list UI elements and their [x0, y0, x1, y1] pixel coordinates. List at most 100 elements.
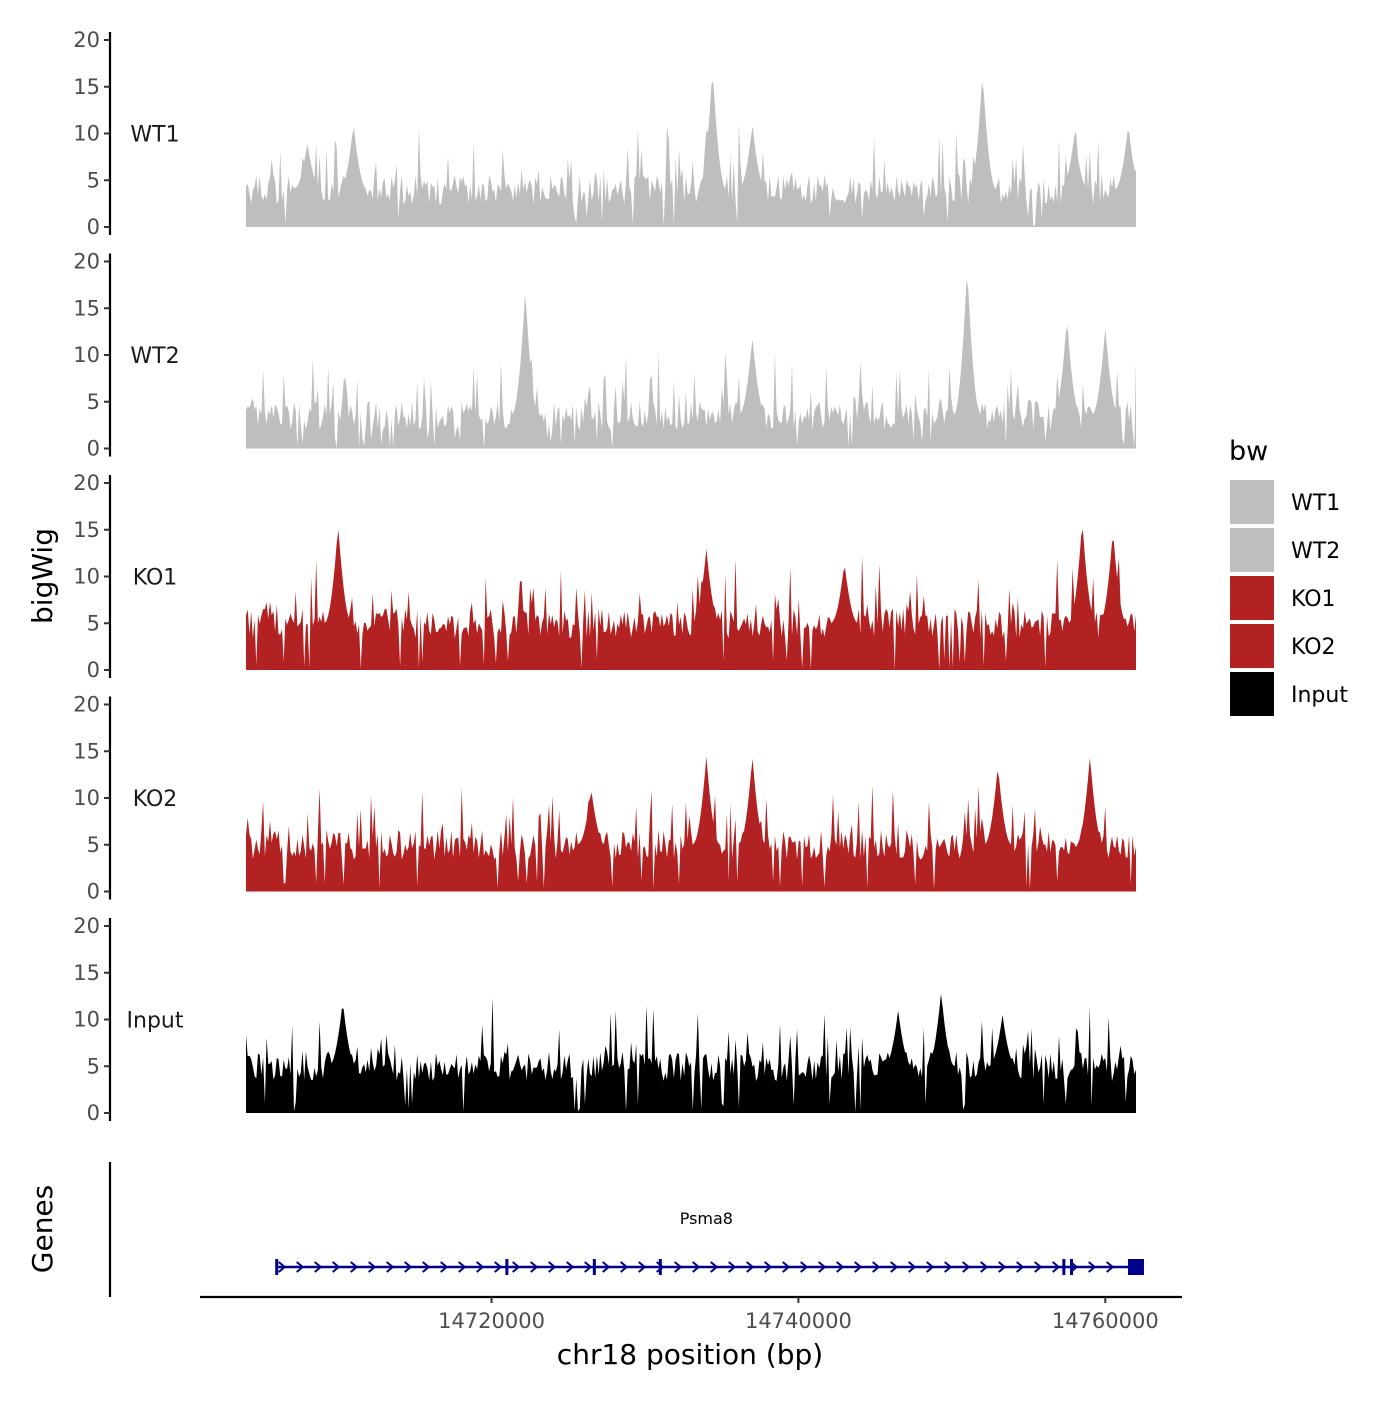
strand-arrow — [1052, 1261, 1061, 1273]
strand-arrow — [422, 1261, 431, 1273]
y-tick-label: 15 — [73, 518, 100, 542]
y-tick-label: 0 — [87, 215, 100, 239]
y-tick-label: 5 — [87, 1054, 100, 1078]
y-axis-title-genes: Genes — [26, 1185, 59, 1273]
strand-arrow — [998, 1261, 1007, 1273]
track-ko1: 0 5 10 15 20 KO1 — [73, 471, 1136, 682]
strand-arrow — [782, 1261, 791, 1273]
strand-arrow — [368, 1261, 377, 1273]
strand-arrow — [746, 1261, 755, 1273]
track-wt1: 0 5 10 15 20 WT1 — [73, 28, 1136, 239]
legend-label-wt1: WT1 — [1291, 491, 1340, 516]
gene-label: Psma8 — [680, 1209, 733, 1228]
legend-label-wt2: WT2 — [1291, 539, 1340, 564]
strand-arrow — [476, 1261, 485, 1273]
strand-arrow — [494, 1261, 503, 1273]
x-tick-label: 14720000 — [438, 1309, 545, 1333]
legend-swatch-wt2 — [1230, 528, 1274, 572]
track-input: 0 5 10 15 20 Input — [73, 914, 1136, 1125]
strand-arrow — [872, 1261, 881, 1273]
y-tick-label: 0 — [87, 437, 100, 461]
coverage-area-wt2 — [246, 279, 1136, 449]
coverage-area-wt1 — [246, 81, 1136, 227]
strand-arrow — [440, 1261, 449, 1273]
exon — [505, 1259, 509, 1275]
y-tick-label: 20 — [73, 693, 100, 717]
y-tick-label: 10 — [73, 1008, 100, 1032]
strand-arrow — [620, 1261, 629, 1273]
track-label: KO1 — [133, 566, 178, 591]
strand-arrow — [386, 1261, 395, 1273]
track-label: KO2 — [133, 787, 178, 812]
x-tick-label: 14740000 — [745, 1309, 852, 1333]
strand-arrow — [908, 1261, 917, 1273]
exon — [658, 1259, 662, 1275]
strand-arrow — [728, 1261, 737, 1273]
y-tick-label: 0 — [87, 658, 100, 682]
track-label: WT1 — [130, 123, 179, 148]
legend-label-ko1: KO1 — [1291, 587, 1336, 612]
strand-arrow — [584, 1261, 593, 1273]
coverage-area-ko2 — [246, 756, 1136, 892]
exon — [275, 1259, 279, 1275]
y-tick-label: 0 — [87, 880, 100, 904]
strand-arrow — [800, 1261, 809, 1273]
strand-arrow — [548, 1261, 557, 1273]
strand-arrow — [764, 1261, 773, 1273]
strand-arrow — [530, 1261, 539, 1273]
y-tick-label: 5 — [87, 390, 100, 414]
strand-arrow — [980, 1261, 989, 1273]
strand-arrow — [314, 1261, 323, 1273]
legend-swatch-input — [1230, 672, 1274, 716]
y-tick-label: 20 — [73, 914, 100, 938]
legend-title: bw — [1229, 436, 1268, 467]
x-axis-title: chr18 position (bp) — [557, 1338, 823, 1371]
strand-arrow — [962, 1261, 971, 1273]
gene-psma8: Psma8 — [275, 1209, 1144, 1275]
strand-arrow — [710, 1261, 719, 1273]
strand-arrow — [854, 1261, 863, 1273]
coverage-area-input — [246, 994, 1136, 1113]
legend: bw WT1 WT2 KO1 KO2 Input — [1229, 436, 1348, 716]
strand-arrow — [296, 1261, 305, 1273]
strand-arrow — [836, 1261, 845, 1273]
strand-arrow — [1088, 1261, 1097, 1273]
y-tick-label: 10 — [73, 122, 100, 146]
exon — [1070, 1259, 1074, 1275]
strand-arrow — [404, 1261, 413, 1273]
legend-swatch-wt1 — [1230, 480, 1274, 524]
strand-arrow — [692, 1261, 701, 1273]
strand-arrow — [278, 1261, 287, 1273]
y-tick-label: 20 — [73, 28, 100, 52]
strand-arrow — [818, 1261, 827, 1273]
y-tick-label: 5 — [87, 833, 100, 857]
strand-arrow — [512, 1261, 521, 1273]
y-tick-label: 10 — [73, 343, 100, 367]
legend-label-ko2: KO2 — [1291, 635, 1336, 660]
exon — [1062, 1259, 1066, 1275]
strand-arrow — [890, 1261, 899, 1273]
strand-arrow — [656, 1261, 665, 1273]
strand-arrow — [602, 1261, 611, 1273]
strand-arrow — [458, 1261, 467, 1273]
strand-arrow — [350, 1261, 359, 1273]
strand-arrow — [944, 1261, 953, 1273]
legend-swatch-ko2 — [1230, 624, 1274, 668]
y-tick-label: 15 — [73, 75, 100, 99]
y-tick-label: 0 — [87, 1101, 100, 1125]
strand-arrow — [566, 1261, 575, 1273]
y-tick-label: 10 — [73, 565, 100, 589]
strand-arrow — [1034, 1261, 1043, 1273]
strand-arrow — [1016, 1261, 1025, 1273]
y-axis-title-bigwig: bigWig — [26, 528, 59, 624]
exon — [1127, 1259, 1144, 1275]
coverage-area-ko1 — [246, 529, 1136, 670]
y-tick-label: 10 — [73, 786, 100, 810]
strand-arrow — [638, 1261, 647, 1273]
strand-arrow — [332, 1261, 341, 1273]
track-label: WT2 — [130, 344, 179, 369]
track-label: Input — [127, 1009, 184, 1034]
y-tick-label: 5 — [87, 611, 100, 635]
